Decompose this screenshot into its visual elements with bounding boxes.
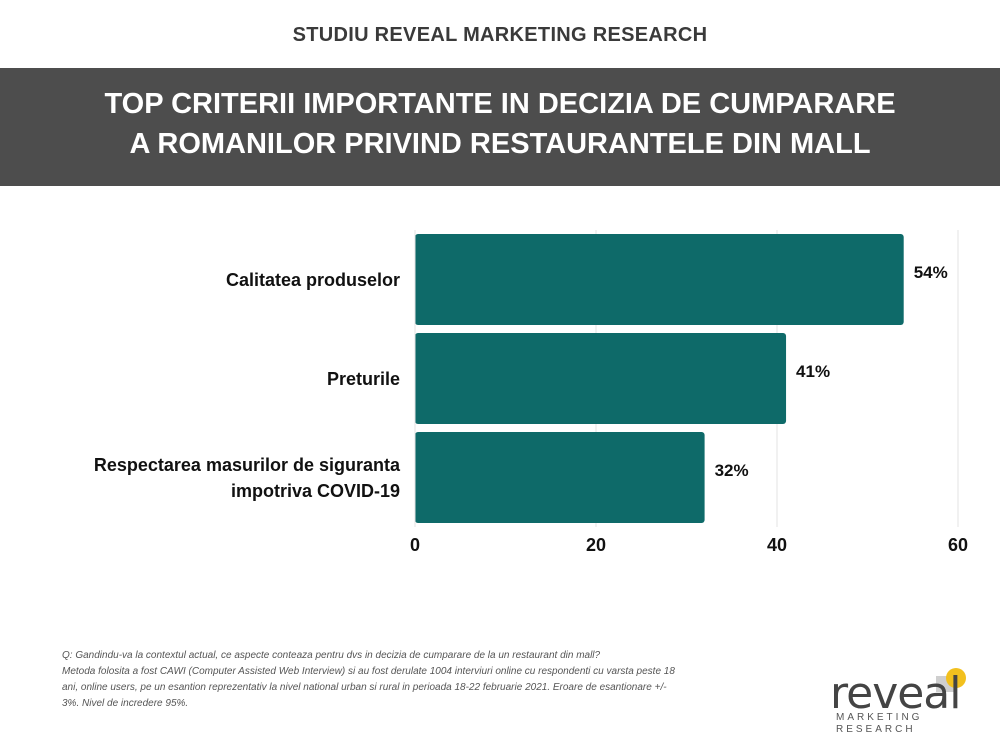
value-label: 41%	[796, 362, 830, 381]
value-label: 32%	[715, 461, 749, 480]
x-tick-label: 40	[767, 535, 787, 555]
footnote-question: Q: Gandindu-va la contextul actual, ce a…	[62, 650, 601, 661]
logo-name: reveal	[830, 668, 961, 719]
logo-mark	[936, 668, 966, 692]
footnote-method: Metoda folosita a fost CAWI (Computer As…	[62, 666, 675, 709]
logo-circle	[946, 668, 966, 688]
category-label: Respectarea masurilor de siguranta impot…	[93, 454, 400, 501]
footnote: Q: Gandindu-va la contextul actual, ce a…	[62, 648, 682, 712]
category-label: Calitatea produselor	[225, 269, 400, 290]
bar	[415, 332, 787, 425]
chart-title: TOP CRITERII IMPORTANTE IN DECIZIA DE CU…	[104, 88, 896, 160]
bar	[415, 233, 904, 326]
kicker: STUDIU REVEAL MARKETING RESEARCH	[292, 24, 708, 46]
value-label: 54%	[914, 263, 948, 282]
logo-tagline: MARKETING RESEARCH	[836, 712, 923, 735]
x-tick-label: 20	[586, 535, 606, 555]
bar	[415, 431, 705, 524]
title-band	[0, 68, 1000, 186]
x-tick-label: 60	[948, 535, 968, 555]
category-label: Preturile	[326, 368, 400, 389]
x-tick-label: 0	[410, 535, 420, 555]
chart: 0 20 40 60 54% 41% 32%	[410, 230, 968, 555]
